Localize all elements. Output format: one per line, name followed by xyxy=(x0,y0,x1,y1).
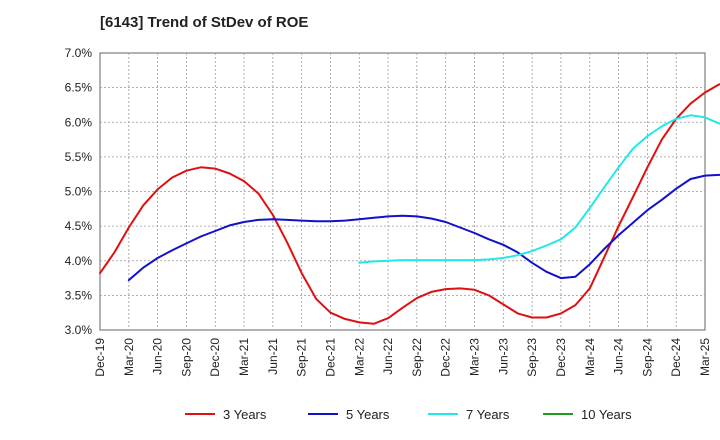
y-tick-label: 5.5% xyxy=(65,150,93,164)
y-tick-label: 4.0% xyxy=(65,254,93,268)
y-tick-label: 5.0% xyxy=(65,185,93,199)
chart-title: [6143] Trend of StDev of ROE xyxy=(100,14,309,31)
series-line-3-years xyxy=(99,83,720,325)
x-tick-label: Jun-23 xyxy=(496,338,510,375)
x-tick-label: Sep-24 xyxy=(640,338,654,377)
x-tick-label: Mar-23 xyxy=(468,338,482,376)
series-layer xyxy=(99,83,720,325)
y-tick-label: 6.0% xyxy=(65,115,93,129)
y-tick-label: 7.0% xyxy=(65,46,93,60)
y-tick-label: 3.5% xyxy=(65,288,93,302)
axes: 3.0% 3.5% 4.0% 4.5% 5.0% 5.5% 6.0% 6.5% 7.0% Dec-… xyxy=(65,46,712,377)
x-tick-label: Mar-25 xyxy=(698,338,712,376)
x-tick-label: Sep-20 xyxy=(179,338,193,377)
x-tick-label: Mar-22 xyxy=(352,338,366,376)
grid xyxy=(99,52,706,331)
legend: 3 Years 5 Years 7 Years 10 Years xyxy=(185,407,632,422)
x-tick-label: Jun-21 xyxy=(266,338,280,375)
x-tick-label: Mar-24 xyxy=(583,338,597,376)
x-tick-label: Jun-20 xyxy=(151,338,165,375)
y-tick-label: 4.5% xyxy=(65,219,93,233)
x-tick-label: Dec-23 xyxy=(554,338,568,377)
legend-label-3-years: 3 Years xyxy=(223,407,267,422)
y-tick-label: 6.5% xyxy=(65,81,93,95)
legend-label-10-years: 10 Years xyxy=(581,407,632,422)
y-tick-label: 3.0% xyxy=(65,323,93,337)
x-tick-label: Jun-24 xyxy=(612,338,626,375)
x-tick-label: Dec-24 xyxy=(669,338,683,377)
x-tick-label: Dec-22 xyxy=(439,338,453,377)
plot-area xyxy=(99,52,706,331)
x-tick-label: Dec-21 xyxy=(323,338,337,377)
legend-label-5-years: 5 Years xyxy=(346,407,390,422)
series-line-5-years xyxy=(127,173,720,282)
x-tick-label: Mar-21 xyxy=(237,338,251,376)
series-line-7-years xyxy=(358,114,720,264)
x-tick-label: Jun-22 xyxy=(381,338,395,375)
x-tick-label: Mar-20 xyxy=(122,338,136,376)
legend-label-7-years: 7 Years xyxy=(466,407,510,422)
x-tick-label: Sep-23 xyxy=(525,338,539,377)
x-tick-label: Sep-21 xyxy=(295,338,309,377)
x-tick-label: Sep-22 xyxy=(410,338,424,377)
x-tick-label: Dec-19 xyxy=(93,338,107,377)
x-tick-label: Dec-20 xyxy=(208,338,222,377)
